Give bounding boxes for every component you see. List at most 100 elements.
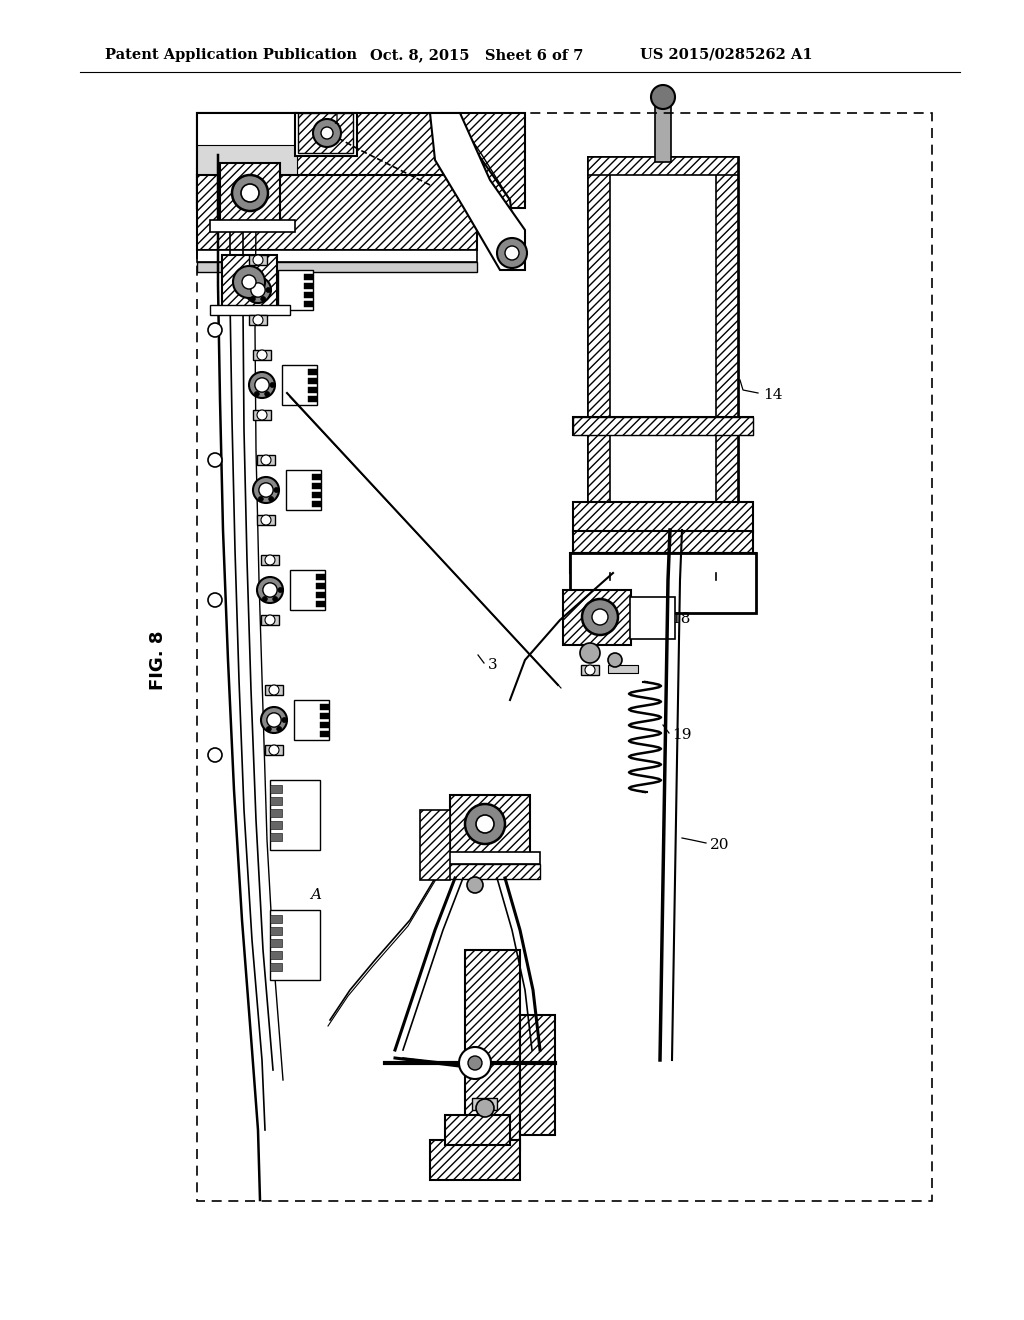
- Bar: [197, 145, 297, 176]
- Circle shape: [276, 726, 282, 731]
- Bar: [286, 470, 321, 510]
- Bar: [261, 554, 279, 565]
- Bar: [270, 927, 282, 935]
- Bar: [270, 821, 282, 829]
- Bar: [197, 261, 477, 272]
- Circle shape: [585, 665, 595, 675]
- Text: A: A: [310, 888, 321, 902]
- Bar: [573, 531, 753, 553]
- Circle shape: [266, 288, 271, 293]
- Circle shape: [257, 577, 283, 603]
- Bar: [630, 597, 675, 639]
- Bar: [253, 411, 271, 420]
- Bar: [319, 722, 329, 729]
- Bar: [210, 305, 290, 315]
- Bar: [304, 282, 313, 289]
- Bar: [440, 851, 540, 865]
- Text: 3: 3: [488, 657, 498, 672]
- Circle shape: [268, 496, 273, 502]
- Bar: [573, 502, 753, 532]
- Circle shape: [208, 593, 222, 607]
- Circle shape: [232, 176, 268, 211]
- Bar: [573, 573, 753, 591]
- Circle shape: [253, 315, 263, 325]
- Bar: [304, 292, 313, 298]
- Circle shape: [258, 496, 263, 502]
- Circle shape: [261, 515, 271, 525]
- Circle shape: [651, 84, 675, 110]
- Bar: [197, 114, 525, 209]
- Bar: [450, 795, 530, 853]
- Circle shape: [254, 392, 259, 396]
- Bar: [270, 797, 282, 805]
- Circle shape: [505, 246, 519, 260]
- Bar: [270, 909, 319, 979]
- Circle shape: [233, 267, 265, 298]
- Circle shape: [265, 615, 275, 624]
- Bar: [270, 785, 282, 793]
- Text: 1: 1: [332, 115, 340, 128]
- Circle shape: [321, 127, 333, 139]
- Bar: [295, 114, 357, 156]
- Bar: [520, 1015, 555, 1135]
- Bar: [270, 809, 282, 817]
- Circle shape: [264, 392, 269, 396]
- Bar: [608, 665, 638, 673]
- Circle shape: [253, 255, 263, 265]
- Bar: [308, 378, 317, 384]
- Bar: [319, 713, 329, 719]
- Bar: [197, 114, 932, 1201]
- Bar: [249, 255, 267, 265]
- Text: 18: 18: [671, 612, 690, 626]
- Circle shape: [476, 1100, 494, 1117]
- Bar: [294, 700, 329, 741]
- Bar: [581, 665, 599, 675]
- Text: FIG. 8: FIG. 8: [150, 630, 167, 690]
- Bar: [257, 515, 275, 525]
- Bar: [222, 255, 278, 310]
- Bar: [312, 492, 321, 498]
- Bar: [465, 950, 520, 1150]
- Bar: [290, 570, 325, 610]
- Bar: [270, 915, 282, 923]
- Bar: [270, 950, 282, 960]
- Bar: [573, 417, 753, 436]
- Bar: [316, 574, 325, 579]
- Bar: [304, 275, 313, 280]
- Circle shape: [580, 643, 600, 663]
- Bar: [298, 114, 353, 153]
- Circle shape: [269, 685, 279, 696]
- Bar: [308, 387, 317, 393]
- Circle shape: [253, 477, 279, 503]
- Bar: [716, 157, 738, 517]
- Circle shape: [465, 804, 505, 843]
- Bar: [440, 865, 540, 879]
- Bar: [420, 810, 450, 880]
- Circle shape: [313, 119, 341, 147]
- Bar: [319, 704, 329, 710]
- Circle shape: [257, 350, 267, 360]
- Bar: [312, 483, 321, 488]
- Circle shape: [270, 383, 274, 388]
- Bar: [308, 396, 317, 403]
- Circle shape: [282, 718, 287, 722]
- Bar: [655, 102, 671, 162]
- Bar: [249, 315, 267, 325]
- Bar: [312, 474, 321, 480]
- Bar: [278, 271, 313, 310]
- Bar: [316, 583, 325, 589]
- Bar: [220, 162, 280, 223]
- Circle shape: [269, 744, 279, 755]
- Circle shape: [251, 282, 265, 297]
- Bar: [430, 1140, 520, 1180]
- Bar: [210, 220, 295, 232]
- Bar: [588, 157, 738, 517]
- Bar: [573, 417, 753, 436]
- Bar: [261, 615, 279, 624]
- Text: US 2015/0285262 A1: US 2015/0285262 A1: [640, 48, 813, 62]
- Bar: [253, 350, 271, 360]
- Circle shape: [467, 876, 483, 894]
- Text: Patent Application Publication: Patent Application Publication: [105, 48, 357, 62]
- Polygon shape: [430, 114, 525, 271]
- Bar: [445, 1115, 510, 1144]
